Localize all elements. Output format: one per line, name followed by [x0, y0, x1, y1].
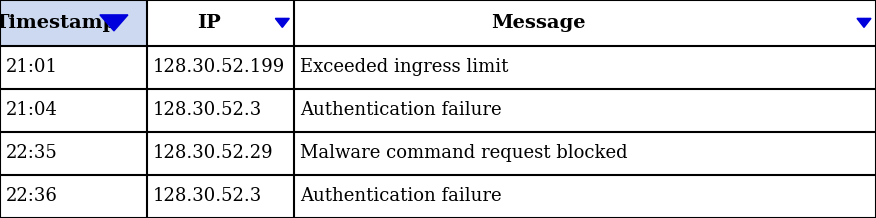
- Text: Exceeded ingress limit: Exceeded ingress limit: [300, 58, 509, 76]
- Text: IP: IP: [197, 14, 221, 32]
- Text: Malware command request blocked: Malware command request blocked: [300, 144, 628, 162]
- Text: Authentication failure: Authentication failure: [300, 187, 502, 206]
- Bar: [294, 0, 876, 46]
- Bar: [0, 175, 147, 218]
- Text: Message: Message: [491, 14, 586, 32]
- Text: 128.30.52.3: 128.30.52.3: [153, 187, 263, 206]
- Bar: [147, 46, 294, 89]
- Bar: [0, 132, 147, 175]
- Polygon shape: [857, 18, 871, 27]
- Text: 128.30.52.3: 128.30.52.3: [153, 101, 263, 119]
- Text: Timestamp: Timestamp: [0, 14, 117, 32]
- Polygon shape: [100, 15, 128, 31]
- Bar: [0, 0, 147, 46]
- Bar: [0, 89, 147, 132]
- Polygon shape: [275, 18, 289, 27]
- Bar: [147, 89, 294, 132]
- Bar: [147, 175, 294, 218]
- Bar: [294, 46, 876, 89]
- Bar: [294, 89, 876, 132]
- Bar: [294, 132, 876, 175]
- Text: 22:36: 22:36: [6, 187, 58, 206]
- Bar: [147, 0, 294, 46]
- Text: Authentication failure: Authentication failure: [300, 101, 502, 119]
- Text: 21:04: 21:04: [6, 101, 58, 119]
- Text: 128.30.52.199: 128.30.52.199: [153, 58, 286, 76]
- Text: 22:35: 22:35: [6, 144, 58, 162]
- Text: 128.30.52.29: 128.30.52.29: [153, 144, 274, 162]
- Bar: [147, 132, 294, 175]
- Text: 21:01: 21:01: [6, 58, 58, 76]
- Bar: [0, 46, 147, 89]
- Bar: [294, 175, 876, 218]
